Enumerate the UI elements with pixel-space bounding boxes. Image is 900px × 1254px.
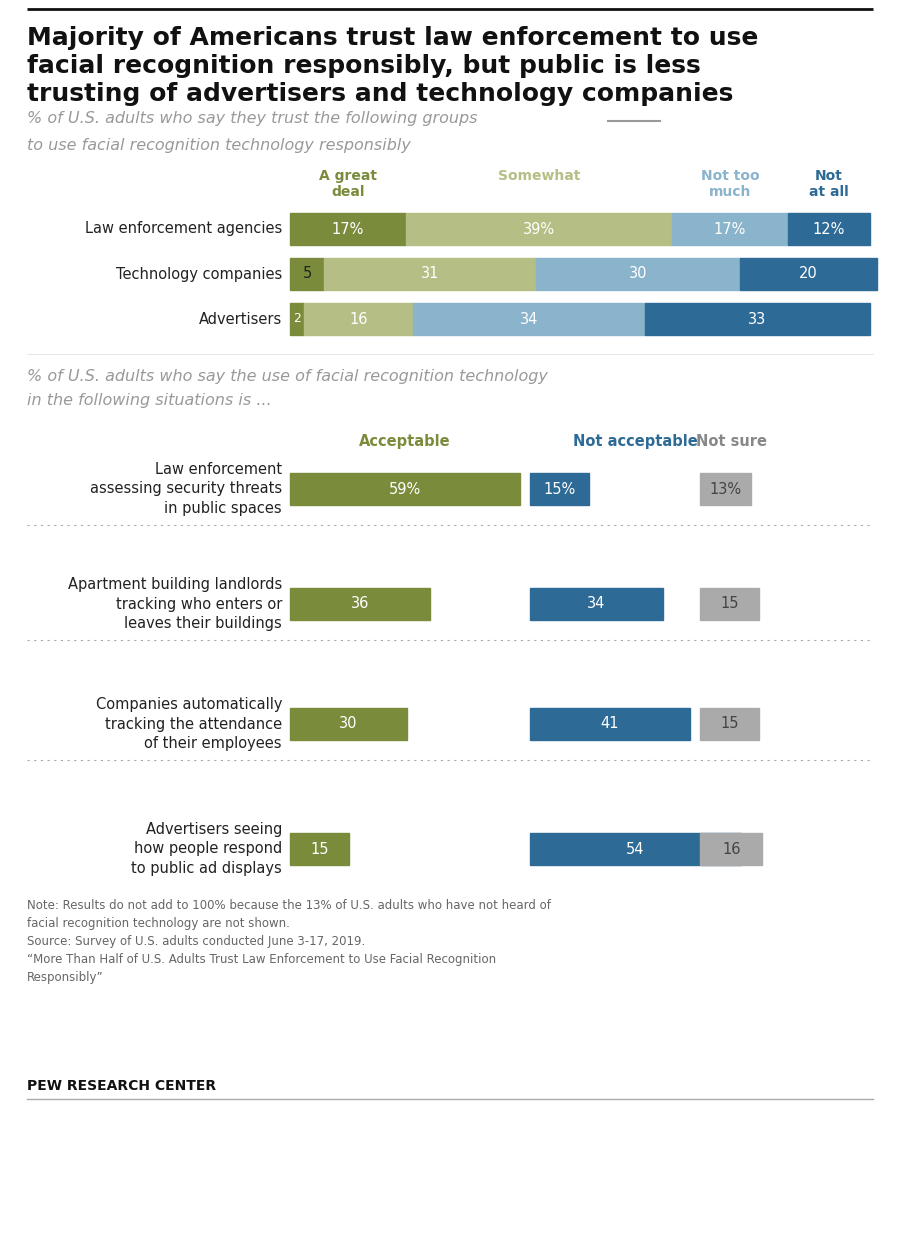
Bar bbox=[700, 833, 762, 865]
Bar bbox=[536, 258, 741, 290]
Text: Note: Results do not add to 100% because the 13% of U.S. adults who have not hea: Note: Results do not add to 100% because… bbox=[27, 899, 551, 984]
Text: 16: 16 bbox=[349, 311, 367, 326]
Bar bbox=[290, 303, 303, 335]
Bar bbox=[530, 833, 741, 865]
Text: 30: 30 bbox=[629, 267, 647, 281]
Text: 17%: 17% bbox=[332, 222, 365, 237]
Text: Companies automatically
tracking the attendance
of their employees: Companies automatically tracking the att… bbox=[95, 697, 282, 751]
Text: Apartment building landlords
tracking who enters or
leaves their buildings: Apartment building landlords tracking wh… bbox=[68, 577, 282, 631]
Text: A great
deal: A great deal bbox=[319, 169, 377, 199]
Text: Not sure: Not sure bbox=[696, 434, 767, 449]
Text: 33: 33 bbox=[748, 311, 767, 326]
Text: 5: 5 bbox=[302, 267, 311, 281]
Text: 59%: 59% bbox=[389, 482, 421, 497]
Text: Not too
much: Not too much bbox=[701, 169, 760, 199]
Text: 15: 15 bbox=[720, 597, 739, 612]
Bar bbox=[530, 709, 690, 740]
Bar bbox=[290, 588, 430, 619]
Text: Majority of Americans trust law enforcement to use: Majority of Americans trust law enforcem… bbox=[27, 26, 759, 50]
Text: Not acceptable: Not acceptable bbox=[573, 434, 698, 449]
Bar bbox=[290, 709, 407, 740]
Text: 15: 15 bbox=[310, 841, 328, 856]
Text: 15%: 15% bbox=[543, 482, 575, 497]
Text: Advertisers: Advertisers bbox=[199, 311, 282, 326]
Text: 20: 20 bbox=[799, 267, 818, 281]
Text: 30: 30 bbox=[339, 716, 358, 731]
Bar bbox=[644, 303, 870, 335]
Bar bbox=[303, 303, 413, 335]
Text: % of U.S. adults who say they trust the following groups: % of U.S. adults who say they trust the … bbox=[27, 112, 478, 125]
Text: Technology companies: Technology companies bbox=[116, 267, 282, 281]
Text: 17%: 17% bbox=[714, 222, 746, 237]
Bar bbox=[290, 213, 406, 245]
Bar bbox=[700, 588, 759, 619]
Text: 54: 54 bbox=[626, 841, 644, 856]
Text: Not
at all: Not at all bbox=[809, 169, 849, 199]
Text: 31: 31 bbox=[420, 267, 439, 281]
Bar bbox=[530, 473, 589, 505]
Bar bbox=[290, 258, 324, 290]
Bar bbox=[700, 473, 751, 505]
Bar bbox=[406, 213, 672, 245]
Text: trusting of advertisers and technology companies: trusting of advertisers and technology c… bbox=[27, 82, 733, 107]
Bar bbox=[672, 213, 788, 245]
Text: 34: 34 bbox=[519, 311, 538, 326]
Text: 41: 41 bbox=[600, 716, 619, 731]
Text: % of U.S. adults who say the use of facial recognition technology: % of U.S. adults who say the use of faci… bbox=[27, 369, 548, 384]
Text: 15: 15 bbox=[720, 716, 739, 731]
Text: 36: 36 bbox=[351, 597, 369, 612]
Text: Law enforcement agencies: Law enforcement agencies bbox=[85, 222, 282, 237]
Text: Somewhat: Somewhat bbox=[498, 169, 580, 183]
Bar bbox=[700, 709, 759, 740]
Text: 34: 34 bbox=[587, 597, 606, 612]
Text: to use facial recognition technology responsibly: to use facial recognition technology res… bbox=[27, 138, 411, 153]
Text: PEW RESEARCH CENTER: PEW RESEARCH CENTER bbox=[27, 1078, 216, 1093]
Bar bbox=[741, 258, 877, 290]
Text: Advertisers seeing
how people respond
to public ad displays: Advertisers seeing how people respond to… bbox=[131, 821, 282, 877]
Text: facial recognition responsibly, but public is less: facial recognition responsibly, but publ… bbox=[27, 54, 701, 78]
Bar bbox=[324, 258, 536, 290]
Text: 13%: 13% bbox=[709, 482, 742, 497]
Text: Law enforcement
assessing security threats
in public spaces: Law enforcement assessing security threa… bbox=[90, 461, 282, 517]
Text: 2: 2 bbox=[292, 312, 301, 326]
Text: 39%: 39% bbox=[523, 222, 555, 237]
Bar bbox=[530, 588, 662, 619]
Bar bbox=[290, 833, 348, 865]
Text: in the following situations is ...: in the following situations is ... bbox=[27, 393, 272, 408]
Text: Acceptable: Acceptable bbox=[359, 434, 451, 449]
Bar bbox=[413, 303, 644, 335]
Bar bbox=[788, 213, 870, 245]
Text: 12%: 12% bbox=[813, 222, 845, 237]
Bar bbox=[290, 473, 520, 505]
Text: 16: 16 bbox=[722, 841, 741, 856]
